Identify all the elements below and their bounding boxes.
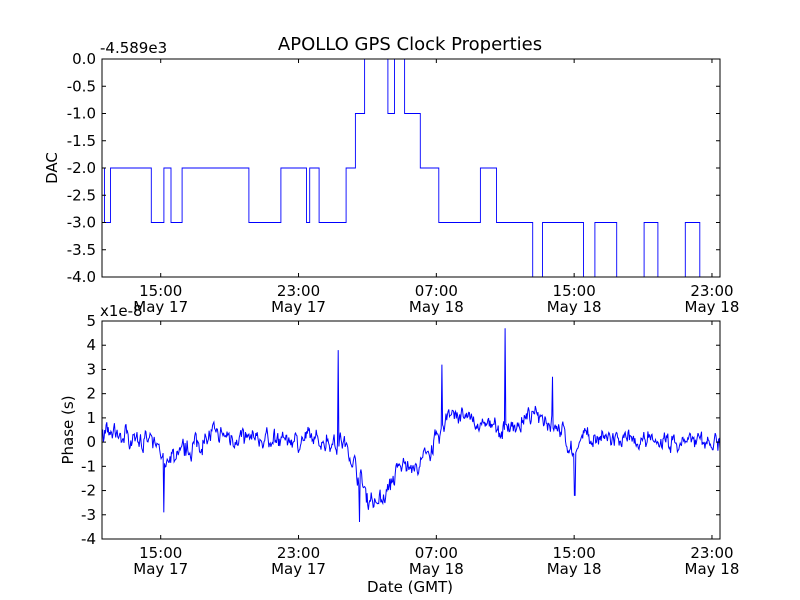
y-tick-label: 1 — [86, 409, 96, 427]
y-tick-label: 5 — [86, 312, 96, 330]
x-tick-date-label: May 17 — [271, 298, 326, 316]
x-tick-date-label: May 18 — [409, 560, 464, 578]
x-tick-date-label: May 17 — [133, 298, 188, 316]
x-tick-time-label: 23:00 — [690, 282, 733, 300]
y-tick-label: -4.0 — [67, 268, 96, 286]
x-tick-date-label: May 18 — [547, 298, 602, 316]
x-tick-date-label: May 17 — [133, 560, 188, 578]
x-tick-date-label: May 18 — [409, 298, 464, 316]
y-tick-label: -3.5 — [67, 241, 96, 259]
dac-axes: 0.0 -0.5 -1.0 -1.5 -2.0 -2.5 -3.0 -3.5 -4.0 15:00… — [67, 50, 740, 316]
phase-panel: x1e-8 Phase (s) Date (GMT) 5 4 3 2 1 0 -1 -2 -3 -… — [59, 302, 739, 596]
dac-series-line — [102, 58, 720, 278]
x-tick-time-label: 15:00 — [139, 544, 182, 562]
y-tick-label: -1.5 — [67, 132, 96, 150]
y-tick-label: -1.0 — [67, 105, 96, 123]
x-tick-date-label: May 18 — [547, 560, 602, 578]
phase-x-axis-label: Date (GMT) — [367, 578, 453, 596]
x-tick-date-label: May 17 — [271, 560, 326, 578]
x-tick-time-label: 23:00 — [277, 282, 320, 300]
x-tick-time-label: 15:00 — [553, 282, 596, 300]
figure-title: APOLLO GPS Clock Properties — [278, 34, 542, 55]
dac-y-axis-label: DAC — [43, 152, 61, 184]
dac-offset-label: -4.589e3 — [100, 39, 167, 57]
y-tick-label: 3 — [86, 360, 96, 378]
y-tick-label: -2 — [81, 482, 96, 500]
x-tick-time-label: 15:00 — [139, 282, 182, 300]
y-tick-label: -3 — [81, 506, 96, 524]
dac-panel: -4.589e3 DAC 0.0 -0.5 -1.0 -1.5 -2.0 -2.5 -3.0… — [43, 39, 739, 316]
y-tick-label: 0 — [86, 433, 96, 451]
x-tick-date-label: May 18 — [685, 298, 740, 316]
x-tick-time-label: 23:00 — [690, 544, 733, 562]
axes-frame — [101, 320, 721, 540]
x-tick-time-label: 07:00 — [415, 282, 458, 300]
y-tick-label: 4 — [86, 336, 96, 354]
y-tick-label: 0.0 — [72, 50, 96, 68]
y-tick-label: -1 — [81, 457, 96, 475]
phase-plot-area — [101, 328, 721, 523]
x-tick-time-label: 15:00 — [553, 544, 596, 562]
phase-series-line — [101, 328, 721, 523]
y-tick-label: -2.5 — [67, 186, 96, 204]
dac-plot-area — [102, 58, 720, 278]
y-tick-label: -2.0 — [67, 159, 96, 177]
phase-y-axis-label: Phase (s) — [59, 395, 77, 464]
y-tick-label: -4 — [81, 530, 96, 548]
y-tick-label: -3.0 — [67, 214, 96, 232]
phase-offset-label: x1e-8 — [100, 302, 143, 320]
y-tick-label: -0.5 — [67, 77, 96, 95]
x-tick-time-label: 23:00 — [277, 544, 320, 562]
x-tick-time-label: 07:00 — [415, 544, 458, 562]
x-tick-date-label: May 18 — [685, 560, 740, 578]
y-tick-label: 2 — [86, 385, 96, 403]
